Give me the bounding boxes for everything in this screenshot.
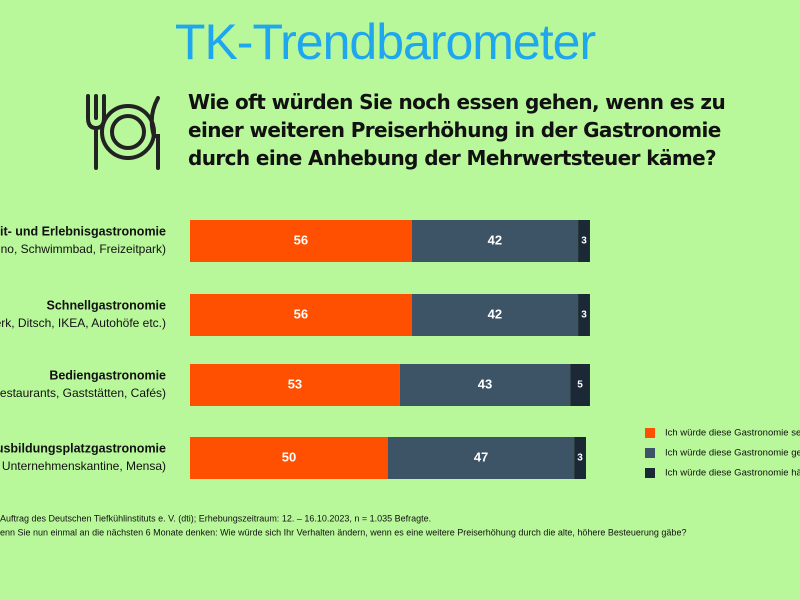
value-label: 5 [577,380,583,391]
category-note: (z.B. Unternehmenskantine, Mensa) [0,459,166,473]
value-label: 56 [294,306,308,321]
footnote: enn Sie nun einmal an die nächsten 6 Mon… [0,527,686,537]
category-label: Bediengastronomie [49,368,166,382]
legend-swatch [645,428,655,438]
bar-segment [399,364,571,406]
value-label: 3 [577,453,583,464]
value-label: 47 [474,449,488,464]
bar-segment [190,294,412,336]
chart-title: TK-Trendbarometer [175,14,596,70]
category-label: nd Ausbildungsplatzgastronomie [0,441,166,455]
category-note: sische Restaurants, Gaststätten, Cafés) [0,386,166,400]
value-label: 3 [581,310,587,321]
bar-segment [190,364,400,406]
legend-label: Ich würde diese Gastronomie häufig [665,468,800,479]
category-label: Schnellgastronomie [47,298,167,312]
bar-segment [570,364,590,406]
value-label: 43 [478,376,492,391]
bar-segment [190,220,412,262]
value-label: 53 [288,376,302,391]
value-label: 56 [294,232,308,247]
category-note: (z.B. Kino, Schwimmbad, Freizeitpark) [0,242,166,256]
category-label: Freizeit- und Erlebnisgastronomie [0,224,166,238]
bar-segment [411,294,579,336]
value-label: 50 [282,449,296,464]
question: Wie oft würden Sie noch essen gehen, wen… [188,90,726,170]
cutlery-icon [86,94,160,170]
legend-swatch [645,468,655,478]
value-label: 42 [488,306,502,321]
legend-label: Ich würde diese Gastronomie selten [665,428,800,439]
category-note: BackWerk, Ditsch, IKEA, Autohöfe etc.) [0,316,166,330]
value-label: 42 [488,232,502,247]
legend-swatch [645,448,655,458]
bar-segment [190,437,388,479]
footnote: Auftrag des Deutschen Tiefkühlinstituts … [0,513,431,523]
value-label: 3 [581,236,587,247]
bar-segment [578,220,590,262]
bar-segment [388,437,575,479]
bar-segment [411,220,579,262]
legend-label: Ich würde diese Gastronomie genau [665,448,800,459]
bar-segment [574,437,586,479]
bar-segment [578,294,590,336]
